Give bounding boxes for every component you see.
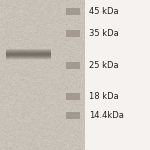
Text: 18 kDa: 18 kDa: [89, 92, 119, 101]
Text: 25 kDa: 25 kDa: [89, 61, 119, 70]
Bar: [6, 57, 51, 58]
Bar: [85, 0, 150, 150]
Bar: [6, 53, 51, 54]
Bar: [0, 0, 85, 150]
Text: 14.4kDa: 14.4kDa: [89, 111, 124, 120]
Text: 35 kDa: 35 kDa: [89, 29, 119, 38]
Bar: [66, 8, 80, 15]
Bar: [6, 52, 51, 53]
Bar: [6, 56, 51, 57]
Bar: [66, 93, 80, 100]
Bar: [6, 58, 51, 59]
Bar: [6, 59, 51, 60]
Bar: [6, 51, 51, 52]
Bar: [66, 112, 80, 119]
Bar: [6, 49, 51, 50]
Bar: [6, 50, 51, 51]
Bar: [66, 30, 80, 37]
Text: 45 kDa: 45 kDa: [89, 7, 119, 16]
Bar: [66, 62, 80, 69]
Bar: [6, 54, 51, 55]
